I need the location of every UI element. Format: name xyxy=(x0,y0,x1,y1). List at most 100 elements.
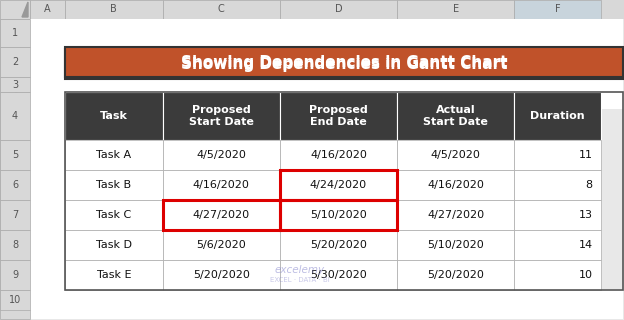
Bar xyxy=(397,170,514,200)
Text: 5/6/2020: 5/6/2020 xyxy=(197,240,246,250)
Text: 8: 8 xyxy=(585,180,593,190)
Bar xyxy=(280,230,397,260)
Text: 5/10/2020: 5/10/2020 xyxy=(310,210,367,220)
Text: 4/27/2020: 4/27/2020 xyxy=(193,210,250,220)
Bar xyxy=(397,92,514,140)
Bar xyxy=(280,0,397,19)
Text: 4/16/2020: 4/16/2020 xyxy=(310,150,367,160)
Bar xyxy=(0,47,30,77)
Text: 5: 5 xyxy=(12,149,18,159)
Bar xyxy=(397,230,514,260)
Text: 1: 1 xyxy=(12,28,18,38)
Bar xyxy=(397,140,514,170)
Text: Duration: Duration xyxy=(530,111,585,121)
Text: 9: 9 xyxy=(12,269,18,279)
Bar xyxy=(280,170,397,200)
Bar xyxy=(163,200,280,230)
Bar xyxy=(30,47,65,77)
Bar xyxy=(30,49,65,79)
Text: 11: 11 xyxy=(578,150,593,160)
Bar xyxy=(397,200,514,230)
Bar xyxy=(0,0,30,19)
Text: Task: Task xyxy=(100,111,128,121)
Bar xyxy=(65,289,623,319)
Bar xyxy=(65,230,163,260)
Text: 9: 9 xyxy=(12,270,18,280)
Text: EXCEL · DATA · BI: EXCEL · DATA · BI xyxy=(270,277,329,283)
Text: Actual
Start Date: Actual Start Date xyxy=(423,105,488,127)
Text: 5/20/2020: 5/20/2020 xyxy=(193,270,250,280)
Bar xyxy=(30,19,623,47)
Text: 1: 1 xyxy=(12,29,18,39)
Bar xyxy=(30,77,623,92)
Bar xyxy=(30,289,65,319)
Text: 4/24/2020: 4/24/2020 xyxy=(310,180,367,190)
Bar xyxy=(65,92,163,140)
Text: D: D xyxy=(334,4,342,14)
Text: 6: 6 xyxy=(12,180,18,190)
Bar xyxy=(65,49,623,79)
Text: 5/20/2020: 5/20/2020 xyxy=(310,240,367,250)
Text: Proposed
End Date: Proposed End Date xyxy=(309,105,368,127)
Bar xyxy=(65,79,623,109)
Bar xyxy=(30,140,65,170)
Text: 7: 7 xyxy=(12,210,18,220)
Bar xyxy=(280,200,397,230)
Bar xyxy=(0,169,30,199)
Text: 3: 3 xyxy=(12,79,18,90)
Bar xyxy=(514,200,601,230)
Text: Task C: Task C xyxy=(96,210,132,220)
Text: 4/16/2020: 4/16/2020 xyxy=(427,180,484,190)
Bar xyxy=(163,200,280,230)
Bar xyxy=(514,140,601,170)
Bar xyxy=(0,139,30,169)
Bar xyxy=(65,170,163,200)
Text: 13: 13 xyxy=(578,210,593,220)
Text: C: C xyxy=(218,4,225,14)
Text: 3: 3 xyxy=(12,89,18,99)
Bar xyxy=(163,260,280,290)
Bar xyxy=(0,199,30,229)
Text: 5/10/2020: 5/10/2020 xyxy=(427,240,484,250)
Bar xyxy=(65,140,163,170)
Bar xyxy=(0,260,30,290)
Bar xyxy=(30,92,65,140)
Text: 4/16/2020: 4/16/2020 xyxy=(193,180,250,190)
Bar xyxy=(514,230,601,260)
Bar xyxy=(514,170,601,200)
Text: 8: 8 xyxy=(12,240,18,250)
Text: 5/30/2020: 5/30/2020 xyxy=(310,270,367,280)
Text: E: E xyxy=(452,4,459,14)
Text: 5: 5 xyxy=(12,150,18,160)
Text: 10: 10 xyxy=(9,299,21,309)
Bar xyxy=(65,92,623,290)
Bar xyxy=(30,170,65,200)
Bar xyxy=(65,260,163,290)
Bar xyxy=(0,229,30,259)
Bar xyxy=(0,200,30,230)
Bar xyxy=(0,19,30,320)
Bar xyxy=(0,230,30,260)
Bar xyxy=(0,49,30,79)
Text: 4: 4 xyxy=(12,119,18,129)
Bar xyxy=(280,92,397,140)
Text: B: B xyxy=(110,4,117,14)
Bar xyxy=(0,290,30,310)
Bar xyxy=(65,47,623,77)
Text: 2: 2 xyxy=(12,57,18,67)
Bar xyxy=(280,260,397,290)
Text: 10: 10 xyxy=(9,295,21,305)
Bar xyxy=(514,0,601,19)
Bar xyxy=(30,19,65,49)
Text: 4/27/2020: 4/27/2020 xyxy=(427,210,484,220)
Bar xyxy=(280,200,397,230)
Bar xyxy=(0,140,30,170)
Polygon shape xyxy=(22,2,28,17)
Text: Showing Dependencies in Gantt Chart: Showing Dependencies in Gantt Chart xyxy=(181,57,507,71)
Text: 4/5/2020: 4/5/2020 xyxy=(431,150,480,160)
Bar xyxy=(0,170,30,200)
Bar xyxy=(280,170,397,200)
Bar xyxy=(30,290,623,310)
Bar xyxy=(30,290,623,310)
Bar xyxy=(65,19,623,49)
